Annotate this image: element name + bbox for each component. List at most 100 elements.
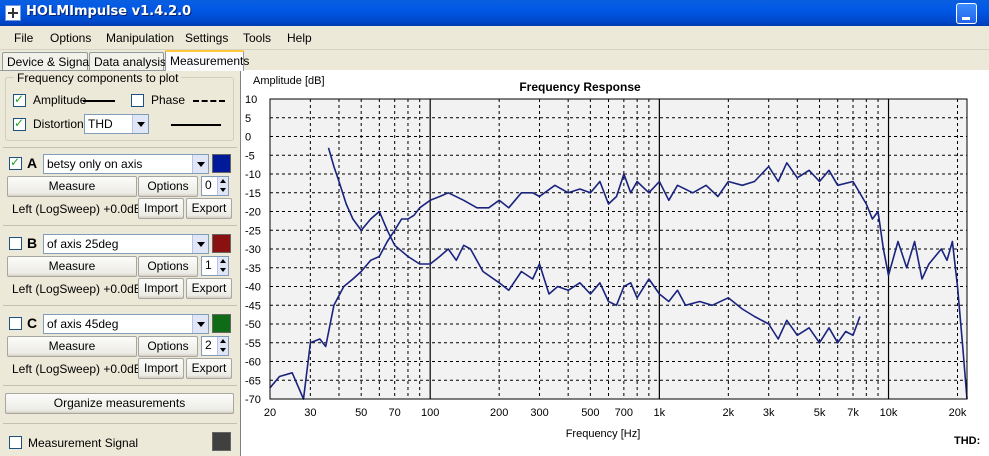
organize-measurements-button[interactable]: Organize measurements <box>5 393 234 414</box>
measurement-b-measure-button[interactable]: Measure <box>7 256 137 277</box>
x-tick-label: 700 <box>615 407 633 419</box>
measurements-panel: Frequency components to plot Amplitude P… <box>0 70 240 456</box>
measurement-signal-checkbox[interactable] <box>9 436 22 449</box>
minimize-button[interactable] <box>956 3 977 24</box>
divider <box>3 305 237 306</box>
divider <box>3 225 237 226</box>
y-tick-label: -60 <box>245 357 261 369</box>
phase-label: Phase <box>151 93 186 107</box>
measurement-a-letter: A <box>27 155 38 171</box>
x-tick-label: 200 <box>490 407 508 419</box>
measurement-b-letter: B <box>27 235 38 251</box>
title-bar: HOLMImpulse v1.4.2.0 <box>0 0 989 26</box>
tab-measurements[interactable]: Measurements <box>165 50 249 71</box>
measurement-c-options-button[interactable]: Options <box>138 336 198 357</box>
measurement-a-select[interactable]: betsy only on axis <box>43 154 209 174</box>
measurement-b-options-button[interactable]: Options <box>138 256 198 277</box>
y-tick-label: -20 <box>245 207 261 219</box>
distortion-type-value: THD <box>88 117 113 131</box>
measurement-a-spinner[interactable]: 0 <box>201 176 229 196</box>
spinner-arrows-icon[interactable] <box>217 177 228 195</box>
y-tick-label: -70 <box>245 394 261 406</box>
tab-device-signal[interactable]: Device & Signal <box>2 52 92 71</box>
y-tick-label: -50 <box>245 319 261 331</box>
menu-options[interactable]: Options <box>50 31 92 45</box>
menu-bar: File Options Manipulation Settings Tools… <box>0 26 989 50</box>
measurement-a-export-button[interactable]: Export <box>186 198 232 219</box>
chevron-down-icon[interactable] <box>132 115 148 133</box>
measurement-b-status: Left (LogSweep) +0.0dB <box>12 282 142 296</box>
divider <box>3 147 237 148</box>
menu-help[interactable]: Help <box>287 31 312 45</box>
tab-data-analysis[interactable]: Data analysis <box>89 52 166 71</box>
x-tick-label: 70 <box>389 407 401 419</box>
y-tick-label: 0 <box>245 132 251 144</box>
measurement-b-import-button[interactable]: Import <box>138 278 184 299</box>
menu-tools[interactable]: Tools <box>243 31 272 45</box>
measurement-a-options-button[interactable]: Options <box>138 176 198 197</box>
measurement-b-export-button[interactable]: Export <box>186 278 232 299</box>
chevron-down-icon[interactable] <box>192 235 208 253</box>
measurement-a-color-swatch[interactable] <box>212 154 231 173</box>
measurement-a-spin-value: 0 <box>205 178 212 192</box>
measurement-b-checkbox[interactable] <box>9 237 22 250</box>
measurement-c-spinner[interactable]: 2 <box>201 336 229 356</box>
measurement-b-name: of axis 25deg <box>47 237 119 251</box>
measurement-b-spin-value: 1 <box>205 258 212 272</box>
distortion-checkbox[interactable] <box>13 116 26 131</box>
x-tick-label: 20k <box>949 407 967 419</box>
series-line-2 <box>327 147 861 344</box>
x-tick-label: 300 <box>530 407 548 419</box>
measurement-b-color-swatch[interactable] <box>212 234 231 253</box>
grid <box>270 99 967 399</box>
measurement-c-checkbox[interactable] <box>9 317 22 330</box>
y-tick-label: -40 <box>245 282 261 294</box>
spinner-arrows-icon[interactable] <box>217 337 228 355</box>
frequency-response-svg: Amplitude [dB] Frequency Response Freque… <box>245 75 980 447</box>
menu-settings[interactable]: Settings <box>185 31 229 45</box>
tab-strip: Device & Signal Data analysis Measuremen… <box>0 50 249 71</box>
x-tick-label: 20 <box>264 407 276 419</box>
measurement-signal-color-swatch[interactable] <box>212 432 231 451</box>
y-tick-label: -30 <box>245 244 261 256</box>
x-tick-label: 1k <box>654 407 666 419</box>
menu-manipulation[interactable]: Manipulation <box>106 31 175 45</box>
frequency-response-chart: Amplitude [dB] Frequency Response Freque… <box>240 70 989 456</box>
spinner-arrows-icon[interactable] <box>217 257 228 275</box>
measurement-a-import-button[interactable]: Import <box>138 198 184 219</box>
distortion-line-sample <box>171 124 221 126</box>
y-tick-label: -35 <box>245 263 261 275</box>
measurement-c-status: Left (LogSweep) +0.0dB <box>12 362 142 376</box>
measurement-c-export-button[interactable]: Export <box>186 358 232 379</box>
frequency-components-group: Frequency components to plot Amplitude P… <box>5 71 234 141</box>
distortion-type-select[interactable]: THD <box>84 114 149 134</box>
x-tick-label: 30 <box>304 407 316 419</box>
distortion-label: Distortion <box>33 117 84 131</box>
measurement-a-checkbox[interactable] <box>9 155 22 170</box>
y-tick-label: 5 <box>245 113 251 125</box>
divider <box>3 385 237 386</box>
chevron-down-icon[interactable] <box>192 315 208 333</box>
phase-checkbox[interactable] <box>131 94 144 107</box>
chart-title: Frequency Response <box>519 80 641 94</box>
measurement-c-measure-button[interactable]: Measure <box>7 336 137 357</box>
measurement-c-color-swatch[interactable] <box>212 314 231 333</box>
measurement-c-name: of axis 45deg <box>47 317 119 331</box>
x-tick-label: 100 <box>421 407 439 419</box>
measurement-c-select[interactable]: of axis 45deg <box>43 314 209 334</box>
measurement-c-spin-value: 2 <box>205 338 212 352</box>
y-axis-label: Amplitude [dB] <box>253 75 325 87</box>
measurement-b-select[interactable]: of axis 25deg <box>43 234 209 254</box>
amplitude-checkbox[interactable] <box>13 92 26 107</box>
y-tick-label: -55 <box>245 338 261 350</box>
menu-file[interactable]: File <box>14 31 34 45</box>
y-tick-label: -15 <box>245 188 261 200</box>
measurement-b-spinner[interactable]: 1 <box>201 256 229 276</box>
measurement-a-measure-button[interactable]: Measure <box>7 176 137 197</box>
chevron-down-icon[interactable] <box>192 155 208 173</box>
measurement-a-name: betsy only on axis <box>47 157 143 171</box>
y-tick-label: -5 <box>245 150 255 162</box>
measurement-c-import-button[interactable]: Import <box>138 358 184 379</box>
y-tick-label: -65 <box>245 375 261 387</box>
series-line-1 <box>269 162 968 400</box>
